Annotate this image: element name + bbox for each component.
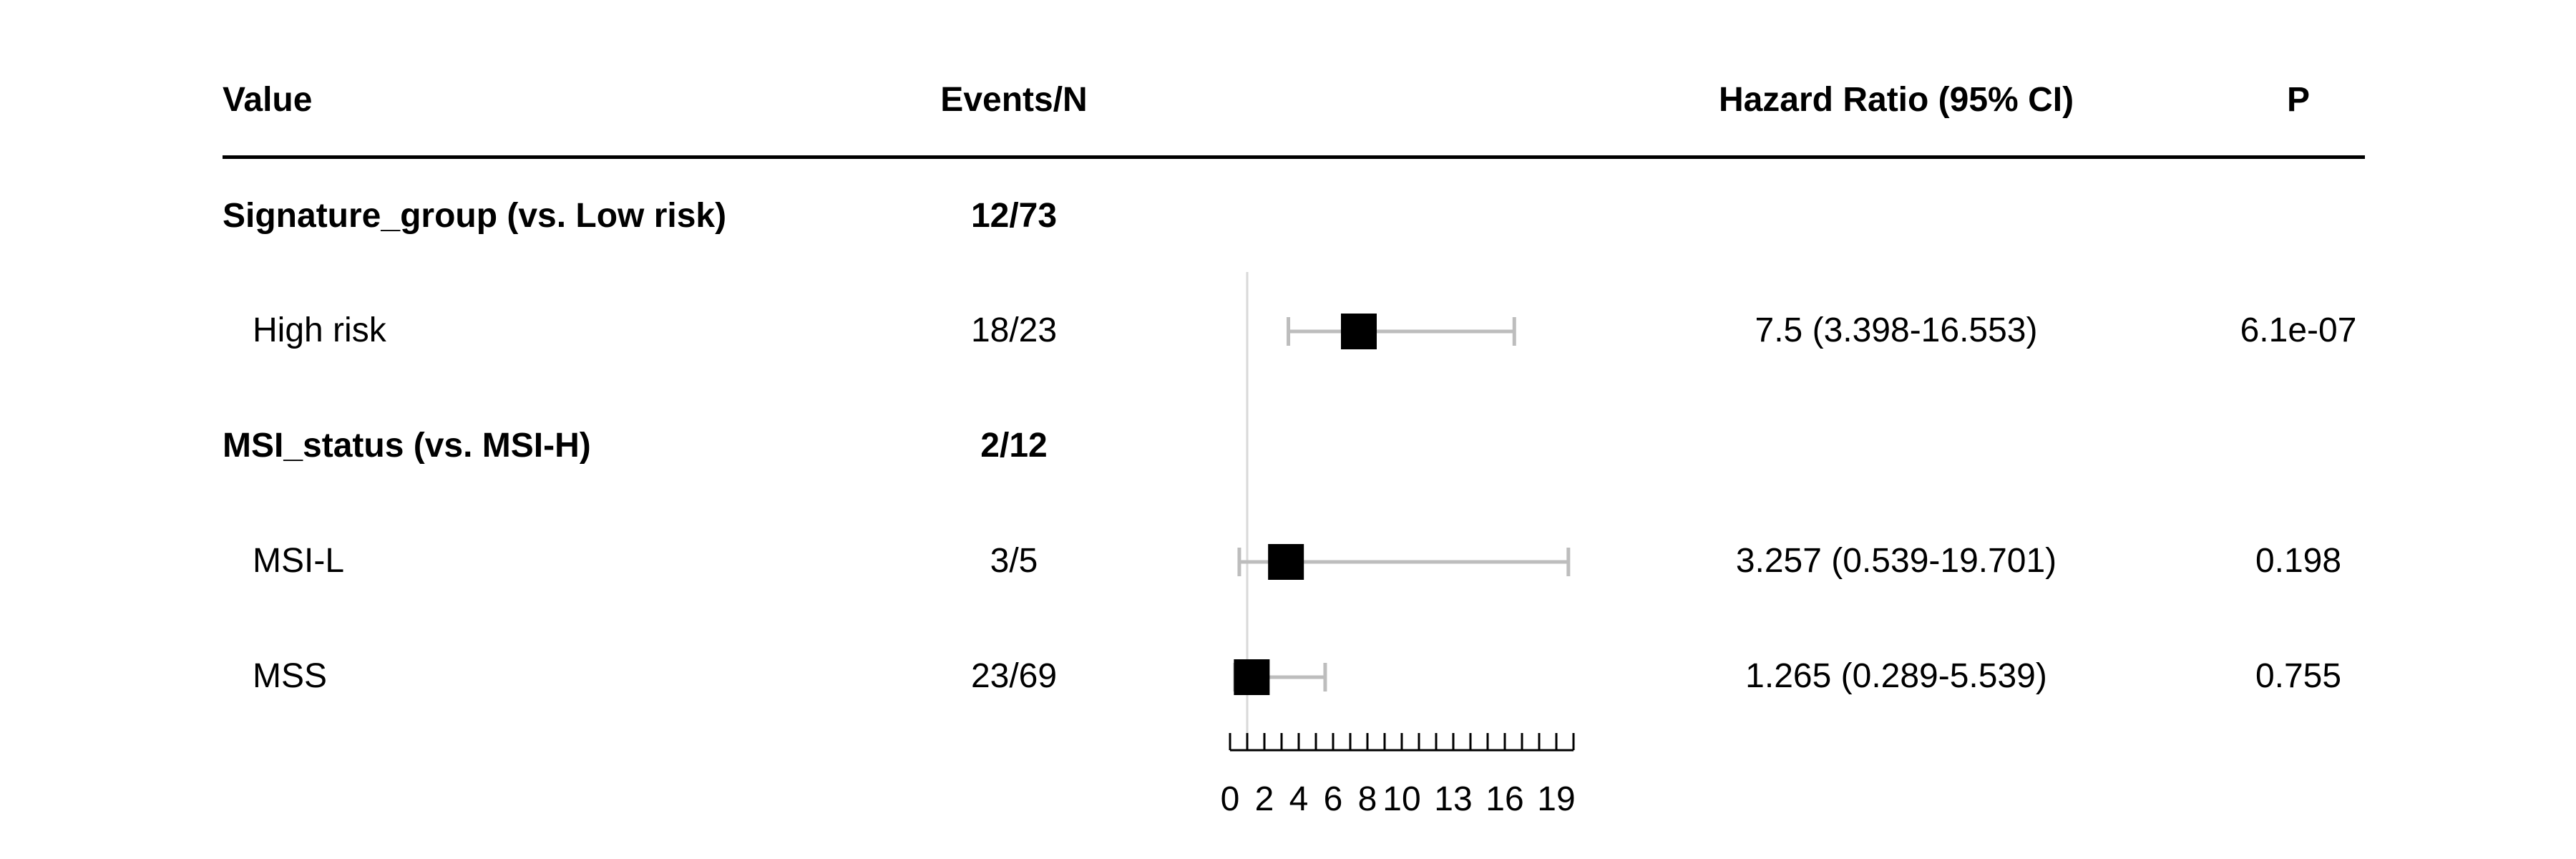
row-events: 23/69 [970,657,1058,695]
x-tick-label: 8 [1358,780,1377,818]
header-hazard-ratio: Hazard Ratio (95% CI) [1718,81,2074,119]
row-label: Signature_group (vs. Low risk) [223,197,727,235]
row-events: 2/12 [980,427,1048,465]
hr-point [1268,544,1304,580]
row-label: High risk [253,311,386,349]
row-events: 12/73 [970,197,1058,235]
hr-point [1234,659,1270,695]
row-label: MSS [253,657,328,695]
row-p-value: 0.198 [2255,542,2342,580]
x-tick-label: 19 [1537,780,1575,818]
row-p-value: 0.755 [2255,657,2342,695]
hr-point [1341,314,1377,349]
header-value: Value [223,81,313,119]
row-hr-text: 1.265 (0.289-5.539) [1745,657,2047,695]
row-hr-text: 7.5 (3.398-16.553) [1755,311,2038,349]
x-tick-label: 6 [1324,780,1343,818]
row-label: MSI-L [253,542,345,580]
header-p: P [2286,81,2311,119]
header-rule [223,155,2365,159]
header-events: Events/N [940,81,1088,119]
x-tick-label: 4 [1289,780,1309,818]
x-tick-label: 16 [1485,780,1523,818]
x-tick-label: 0 [1221,780,1240,818]
row-label: MSI_status (vs. MSI-H) [223,427,591,465]
row-events: 3/5 [990,542,1038,580]
x-tick-label: 2 [1255,780,1274,818]
row-p-value: 6.1e-07 [2240,311,2357,349]
x-tick-label: 13 [1434,780,1472,818]
x-tick-label: 10 [1382,780,1420,818]
row-events: 18/23 [970,311,1058,349]
row-hr-text: 3.257 (0.539-19.701) [1735,542,2057,580]
